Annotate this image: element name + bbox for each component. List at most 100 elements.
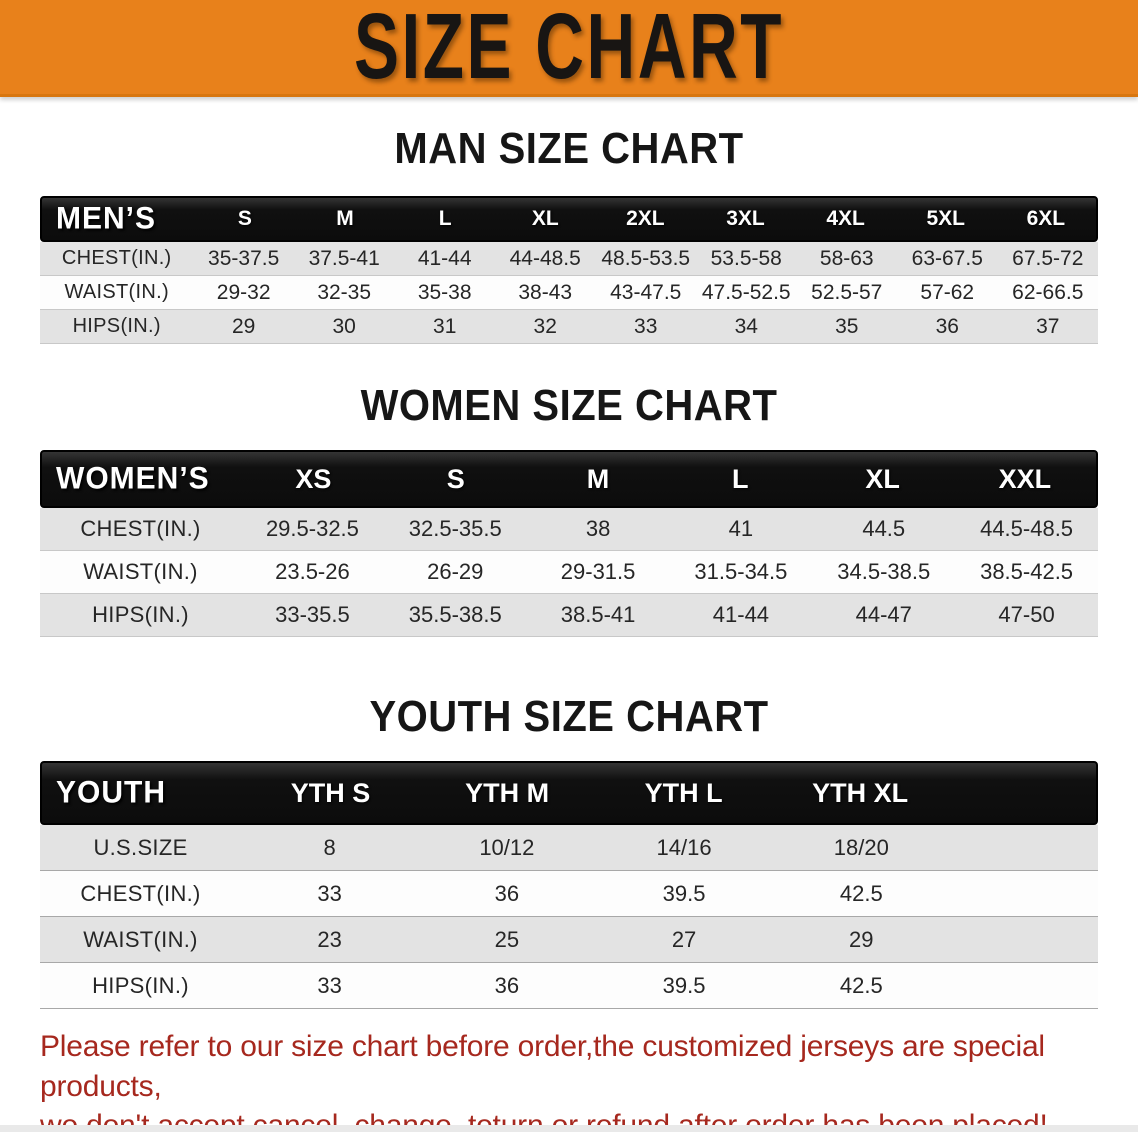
column-header: 5XL <box>926 207 966 230</box>
table-cell: 10/12 <box>479 834 535 860</box>
table-header-label: YOUTH <box>56 775 166 810</box>
table-cell: 32.5-35.5 <box>408 516 502 541</box>
table-cell: 18/20 <box>833 834 889 860</box>
table-cell: 29-32 <box>216 280 271 304</box>
table-cell: 48.5-53.5 <box>601 246 691 270</box>
column-header: 6XL <box>1026 207 1066 230</box>
table-cell: 27 <box>671 926 697 952</box>
table-row: CHEST(IN.) 35-37.5 37.5-41 41-44 44-48.5 48.5… <box>40 242 1098 276</box>
table-cell: 23 <box>317 926 342 952</box>
table-cell: 44-48.5 <box>509 246 581 270</box>
table-cell: 41 <box>728 516 754 541</box>
table-cell: 35 <box>835 314 859 338</box>
column-header: L <box>438 207 452 230</box>
table-cell: 42.5 <box>839 972 883 998</box>
table-cell: 44.5-48.5 <box>980 516 1074 541</box>
table-cell: 41-44 <box>417 246 472 270</box>
table-header-row: WOMEN’S XS S M L XL XXL <box>40 450 1098 508</box>
table-cell: 31 <box>433 314 457 338</box>
table-cell: 67.5-72 <box>1012 246 1084 270</box>
table-cell: 32-35 <box>317 280 372 304</box>
column-header: 2XL <box>626 207 665 230</box>
table-cell: 58-63 <box>819 246 874 270</box>
table-cell: 39.5 <box>662 880 706 906</box>
table-cell: 52.5-57 <box>811 280 883 304</box>
table-cell: 30 <box>332 314 356 338</box>
table-row: HIPS(IN.) 33 36 39.5 42.5 <box>40 963 1098 1009</box>
column-header: YTH XL <box>812 777 909 808</box>
table-row: WAIST(IN.) 23.5-26 26-29 29-31.5 31.5-34.5 34… <box>40 551 1098 594</box>
order-policy-note: Please refer to our size chart before or… <box>40 1027 1118 1132</box>
column-header: S <box>446 463 465 494</box>
column-header: S <box>237 207 252 230</box>
men-size-table: MEN’S S M L XL 2XL 3XL 4XL 5XL 6XL CHEST(IN.) 35-37… <box>40 196 1098 344</box>
table-row: CHEST(IN.) 33 36 39.5 42.5 <box>40 871 1098 917</box>
table-cell: 53.5-58 <box>710 246 782 270</box>
column-header: M <box>586 463 610 494</box>
table-cell: 47.5-52.5 <box>701 280 791 304</box>
table-cell: 34.5-38.5 <box>837 559 931 584</box>
table-cell: 29.5-32.5 <box>265 516 359 541</box>
row-label: CHEST(IN.) <box>61 247 172 269</box>
table-cell: 36 <box>494 880 520 906</box>
table-cell: 62-66.5 <box>1012 280 1084 304</box>
page-title: SIZE CHART <box>354 0 784 99</box>
table-cell: 33 <box>317 880 342 906</box>
table-cell: 38-43 <box>518 280 573 304</box>
row-label: WAIST(IN.) <box>83 926 198 952</box>
row-label: WAIST(IN.) <box>64 281 169 303</box>
table-header-row: YOUTH YTH S YTH M YTH L YTH XL <box>40 761 1098 825</box>
table-row: HIPS(IN.) 29 30 31 32 33 34 35 36 37 <box>40 310 1098 344</box>
table-cell: 29 <box>231 314 256 338</box>
table-cell: 29 <box>849 926 874 952</box>
table-cell: 36 <box>935 314 959 338</box>
table-header-row: MEN’S S M L XL 2XL 3XL 4XL 5XL 6XL <box>40 196 1098 242</box>
table-cell: 44-47 <box>855 602 912 627</box>
order-policy-line: Please refer to our size chart before or… <box>40 1030 1045 1103</box>
column-header: XL <box>865 463 900 494</box>
table-cell: 23.5-26 <box>275 559 350 584</box>
column-header: YTH S <box>290 777 371 808</box>
table-cell: 8 <box>323 834 336 860</box>
table-row: WAIST(IN.) 23 25 27 29 <box>40 917 1098 963</box>
table-cell: 25 <box>494 926 520 952</box>
column-header: 4XL <box>826 207 865 230</box>
table-header-label: WOMEN’S <box>56 461 210 496</box>
table-row: HIPS(IN.) 33-35.5 35.5-38.5 38.5-41 41-44 44-… <box>40 594 1098 637</box>
table-row: CHEST(IN.) 29.5-32.5 32.5-35.5 38 41 44.5 44.5… <box>40 508 1098 551</box>
table-cell: 43-47.5 <box>610 280 682 304</box>
column-header: XS <box>295 463 332 494</box>
youth-size-chart-heading: YOUTH SIZE CHART <box>369 693 769 741</box>
table-cell: 42.5 <box>839 880 883 906</box>
table-cell: 37.5-41 <box>308 246 380 270</box>
row-label: HIPS(IN.) <box>92 972 189 998</box>
table-row: U.S.SIZE 8 10/12 14/16 18/20 <box>40 825 1098 871</box>
table-cell: 47-50 <box>998 602 1055 627</box>
table-cell: 34 <box>734 314 758 338</box>
row-label: HIPS(IN.) <box>92 602 189 627</box>
bottom-edge-strip <box>0 1125 1138 1132</box>
row-label: U.S.SIZE <box>93 834 188 860</box>
table-cell: 44.5 <box>862 516 906 541</box>
row-label: CHEST(IN.) <box>80 880 201 906</box>
column-header: XXL <box>998 463 1052 494</box>
table-cell: 35-37.5 <box>208 246 280 270</box>
column-header: 3XL <box>726 207 765 230</box>
women-size-chart-heading: WOMEN SIZE CHART <box>360 382 778 430</box>
table-cell: 37 <box>1036 314 1060 338</box>
banner: SIZE CHART <box>0 0 1138 99</box>
table-cell: 39.5 <box>662 972 706 998</box>
column-header: M <box>336 207 354 230</box>
table-cell: 33 <box>317 972 342 998</box>
table-cell: 31.5-34.5 <box>694 559 788 584</box>
women-size-table: WOMEN’S XS S M L XL XXL CHEST(IN.) 29.5-32.5 32.5… <box>40 450 1098 637</box>
table-cell: 33-35.5 <box>275 602 350 627</box>
table-cell: 35.5-38.5 <box>408 602 502 627</box>
row-label: CHEST(IN.) <box>80 516 201 541</box>
column-header: XL <box>531 207 559 230</box>
table-cell: 35-38 <box>417 280 472 304</box>
column-header: YTH L <box>644 777 723 808</box>
youth-size-table: YOUTH YTH S YTH M YTH L YTH XL U.S.SIZE 8 10/12… <box>40 761 1098 1009</box>
row-label: HIPS(IN.) <box>72 315 161 337</box>
